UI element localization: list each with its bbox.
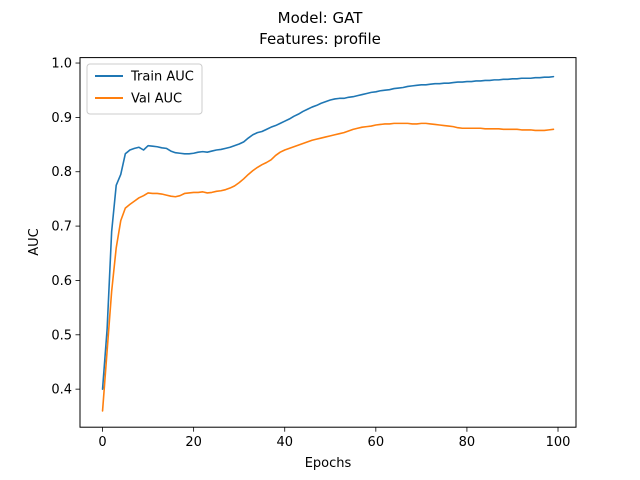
x-axis-ticks: 0 20 40 60 80 100 — [98, 427, 570, 450]
chart-title: Model: GAT — [278, 9, 364, 27]
chart-subtitle: Features: profile — [259, 30, 381, 48]
y-tick-label: 1.0 — [51, 57, 72, 72]
y-axis-label: AUC — [27, 228, 42, 256]
x-tick-label: 20 — [185, 435, 202, 450]
y-tick-label: 0.9 — [51, 111, 72, 126]
x-tick-label: 60 — [368, 435, 385, 450]
x-tick-label: 40 — [276, 435, 293, 450]
x-tick-label: 100 — [546, 435, 571, 450]
legend-label-val-auc: Val AUC — [131, 92, 182, 107]
series-line-val-auc — [101, 122, 555, 412]
x-tick-label: 0 — [98, 435, 106, 450]
x-tick-label: 80 — [459, 435, 476, 450]
series-line-train-auc — [101, 75, 555, 390]
legend-label-train-auc: Train AUC — [130, 70, 194, 85]
y-tick-label: 0.5 — [51, 328, 72, 343]
y-axis-ticks: 0.4 0.5 0.6 0.7 0.8 0.9 1.0 — [51, 57, 80, 398]
x-axis-label: Epochs — [305, 456, 352, 471]
y-tick-label: 0.7 — [51, 220, 72, 235]
y-tick-label: 0.6 — [51, 274, 72, 289]
y-tick-label: 0.8 — [51, 165, 72, 180]
y-tick-label: 0.4 — [51, 383, 72, 398]
plot-frame — [79, 57, 577, 428]
legend: Train AUC Val AUC — [86, 63, 203, 115]
series-layer — [101, 75, 555, 412]
